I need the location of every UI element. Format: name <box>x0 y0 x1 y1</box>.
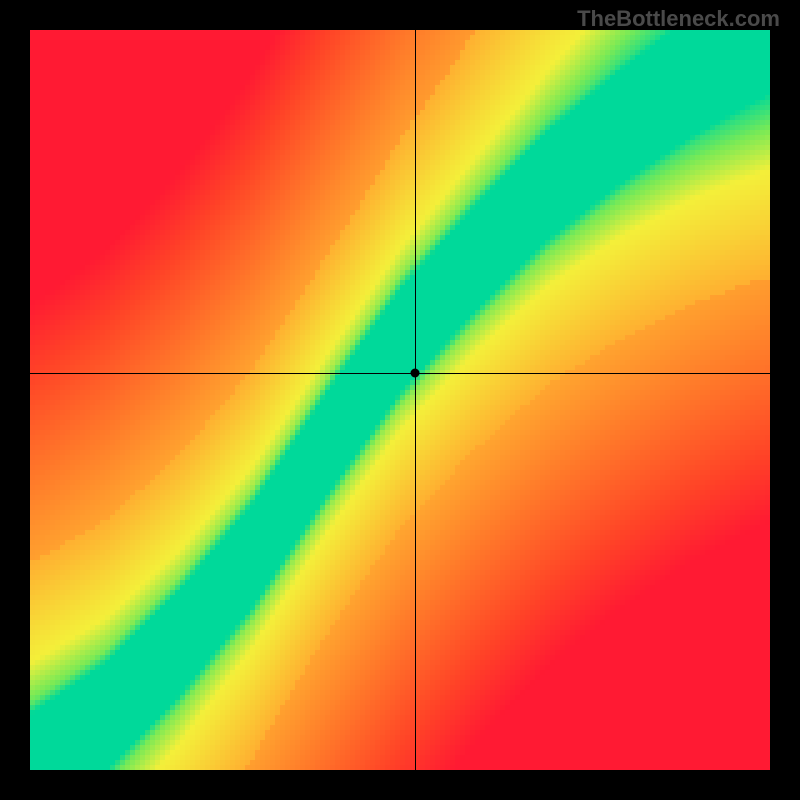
crosshair-vertical-line <box>415 30 416 770</box>
watermark-text: TheBottleneck.com <box>577 6 780 32</box>
bottleneck-heatmap-canvas <box>30 30 770 770</box>
crosshair-dot <box>410 368 419 377</box>
heatmap-container <box>30 30 770 770</box>
crosshair-horizontal-line <box>30 373 770 374</box>
